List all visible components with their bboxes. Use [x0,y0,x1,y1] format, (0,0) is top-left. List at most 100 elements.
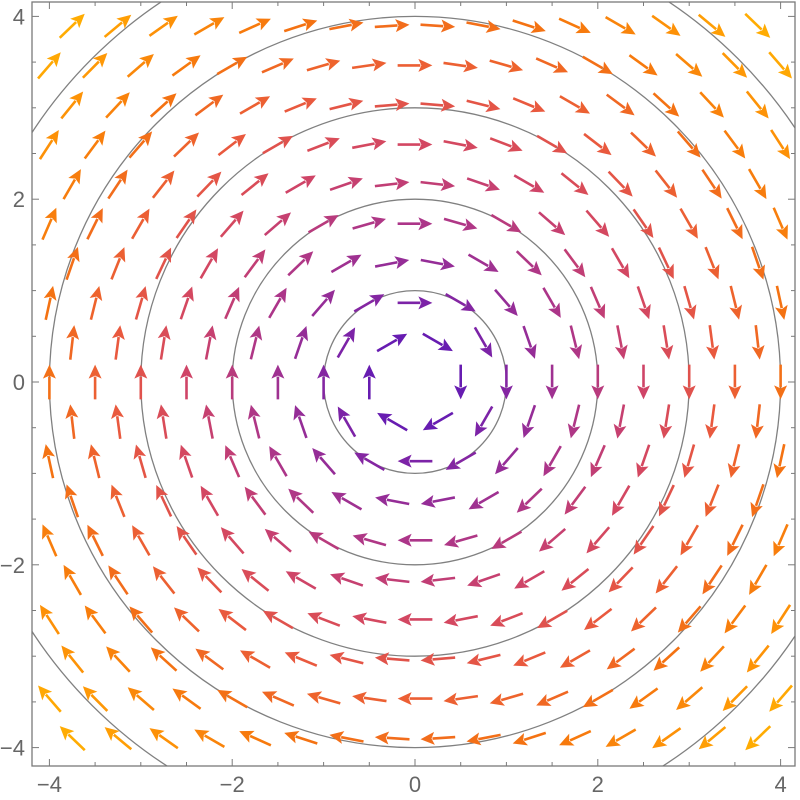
arrow-head-icon [420,494,436,508]
vector-arrow [179,444,194,478]
arrow-head-icon [771,618,785,635]
vector-arrow [180,364,193,400]
vector-arrow [103,14,132,38]
arrow-head-icon [241,568,257,583]
vector-arrow [172,688,202,710]
vector-arrow [65,484,80,518]
arrow-head-icon [46,52,61,68]
arrow-head-icon [769,696,784,712]
arrow-head-icon [641,142,657,157]
arrow-head-icon [157,325,171,341]
arrow-head-icon [445,457,462,470]
arrow-head-icon [371,58,387,72]
arrow-head-icon [298,251,314,266]
arrow-head-icon [536,693,552,706]
arrow-head-icon [633,539,647,555]
arrow-head-icon [575,21,591,34]
vector-arrow [723,129,746,159]
vector-arrow [285,571,317,590]
arrow-head-icon [732,63,748,78]
arrow-head-icon [749,579,762,595]
arrow-head-icon [730,223,743,240]
vector-arrow [134,286,148,320]
arrow-head-icon [209,17,225,30]
arrow-head-icon [227,286,240,303]
vector-arrow [243,249,266,278]
vector-arrow [82,686,109,712]
vector-arrow [420,652,456,666]
arrow-head-icon [707,263,720,280]
arrow-head-icon [42,524,55,540]
arrow-head-icon [524,343,537,359]
vector-arrow [585,209,610,237]
arrow-head-icon [709,102,724,118]
arrow-head-icon [530,20,546,34]
vector-arrow [199,248,219,279]
arrow-head-icon [776,143,791,160]
arrow-head-icon [724,618,739,634]
arrow-head-icon [284,730,300,744]
arrow-head-icon [352,612,368,626]
arrow-head-icon [528,180,545,193]
vector-arrow [337,406,357,438]
vector-arrow [636,286,651,320]
vector-arrow [194,729,226,748]
arrow-head-icon [418,217,433,231]
vector-arrow [516,487,543,513]
vector-arrow [283,18,318,33]
arrow-head-icon [522,422,535,438]
contour-circle [48,15,782,749]
arrow-head-icon [420,573,436,587]
vector-arrow [705,404,719,439]
arrow-head-icon [135,286,148,302]
vector-arrow [536,134,568,154]
y-tick-label: 0 [13,370,25,395]
vector-arrow [444,534,478,548]
arrow-head-icon [285,571,302,584]
vector-arrow [329,176,363,192]
vector-arrow [537,609,568,629]
arrow-head-icon [136,208,150,225]
arrow-head-icon [663,182,678,198]
arrow-head-icon [184,132,200,147]
arrow-head-icon [608,577,623,593]
arrow-head-icon [269,446,282,462]
vector-arrow [110,247,126,280]
vector-arrow [538,527,567,552]
vector-arrow [377,412,408,432]
vector-arrow [420,98,456,112]
vector-arrow [247,404,261,439]
vector-arrow [605,93,635,116]
arrow-head-icon [394,256,410,270]
arrow-head-icon [618,182,633,197]
vector-arrow [197,567,223,594]
vector-arrow [443,59,478,73]
arrow-head-icon [655,578,670,594]
vector-arrow [249,325,263,360]
vector-arrow [65,404,79,439]
arrow-head-icon [630,617,646,632]
arrow-head-icon [229,210,244,226]
arrow-head-icon [239,730,255,743]
vector-arrow [176,526,198,556]
vector-arrow [353,294,385,313]
arrow-head-icon [702,579,716,595]
vector-arrow [614,325,628,360]
arrow-head-icon [240,650,256,663]
vector-arrow [397,138,433,152]
arrow-head-icon [710,22,726,37]
arrow-head-icon [129,606,144,622]
arrow-head-icon [348,18,364,32]
vector-arrow [490,213,522,233]
arrow-head-icon [729,304,743,320]
vector-arrow [81,53,108,79]
arrow-head-icon [567,423,581,439]
arrow-head-icon [677,617,692,633]
arrow-head-icon [722,696,738,711]
arrow-head-icon [551,140,568,154]
vector-arrow [683,285,697,320]
arrow-head-icon [320,289,335,305]
vector-arrow [420,731,456,745]
vector-arrow [702,564,723,595]
